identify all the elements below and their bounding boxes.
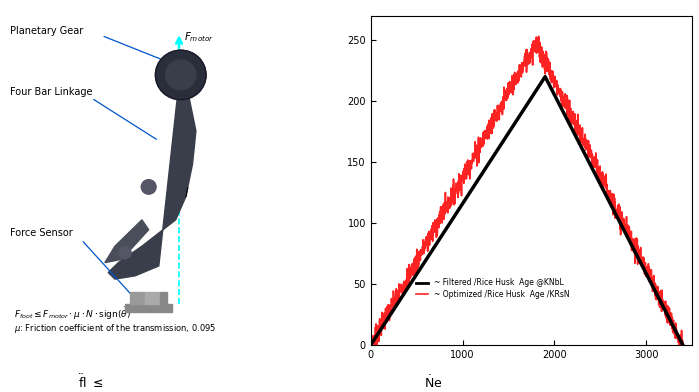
Legend: ~ Filtered /Rice Husk  Age @KNbL, ~ Optimized /Rice Husk  Age /KRsN: ~ Filtered /Rice Husk Age @KNbL, ~ Optim… <box>413 275 572 301</box>
Bar <box>125 304 172 312</box>
Text: Planetary Gear: Planetary Gear <box>10 26 84 36</box>
Bar <box>145 292 159 304</box>
Circle shape <box>141 180 156 194</box>
Text: $l$: $l$ <box>184 186 189 200</box>
Text: $F_{motor}$: $F_{motor}$ <box>184 30 215 44</box>
Text: $\dot{\mathrm{N}}\mathrm{e}$: $\dot{\mathrm{N}}\mathrm{e}$ <box>424 374 442 391</box>
Text: $\ddot{\mathrm{f}}\mathrm{l}\ \leq$: $\ddot{\mathrm{f}}\mathrm{l}\ \leq$ <box>78 374 103 391</box>
Bar <box>161 292 167 304</box>
Text: $F_{foot} \leq F_{motor} \cdot \mu \cdot N \cdot \mathrm{sign}(\dot{\theta})$: $F_{foot} \leq F_{motor} \cdot \mu \cdot… <box>14 306 131 322</box>
Polygon shape <box>105 220 149 263</box>
Text: Four Bar Linkage: Four Bar Linkage <box>10 87 93 97</box>
Circle shape <box>119 247 131 259</box>
Circle shape <box>166 60 196 90</box>
Text: $\mu$: Friction coefficient of the transmission, 0.095: $\mu$: Friction coefficient of the trans… <box>14 322 216 335</box>
Bar <box>130 292 143 304</box>
Circle shape <box>155 50 206 100</box>
Polygon shape <box>108 82 196 279</box>
Text: Force Sensor: Force Sensor <box>10 228 73 238</box>
